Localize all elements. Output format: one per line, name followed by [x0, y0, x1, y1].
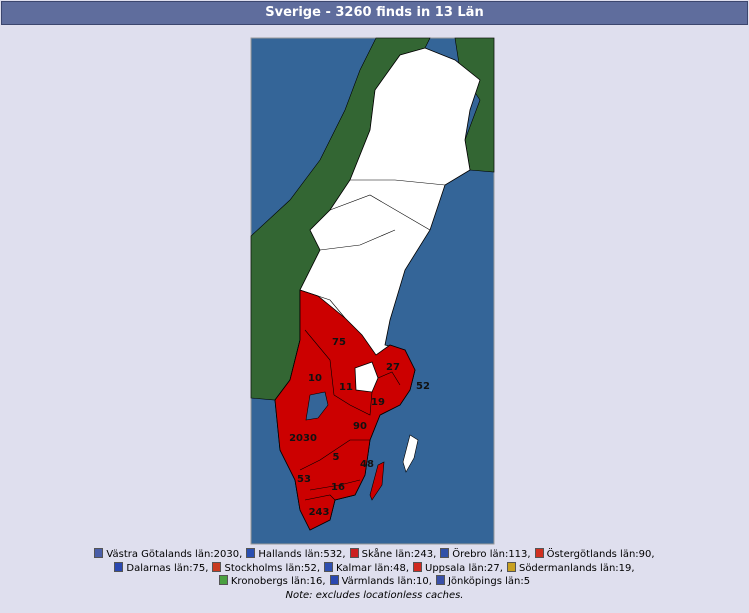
lake	[305, 391, 329, 421]
legend-text: Södermanlands län:19,	[518, 562, 635, 574]
legend-line: Västra Götalands län:2030, Hallands län:5…	[0, 548, 749, 562]
county-label: 19	[371, 397, 385, 408]
legend-text: Kronobergs län:16,	[230, 576, 326, 587]
coat-of-arms	[94, 548, 104, 558]
legend-entry: Östergötlands län:90,	[534, 548, 655, 560]
legend-text: Kalmar län:48,	[336, 562, 409, 574]
county-label: 11	[339, 382, 353, 393]
border	[329, 194, 431, 231]
legend-entry: Stockholms län:52,	[212, 561, 321, 574]
legend-entry: Örebro län:113,	[440, 548, 531, 560]
legend-entry: Värmlands län:10,	[329, 575, 432, 587]
legend-entry: Uppsala län:27,	[413, 561, 503, 574]
legend-text: Jönköpings län:5	[447, 576, 531, 587]
coat-of-arms	[212, 561, 222, 572]
legend-entry: Södermanlands län:19,	[506, 561, 635, 574]
legend-entry: Kronobergs län:16,	[218, 575, 326, 587]
legend-text: Örebro län:113,	[452, 549, 531, 560]
legend-text: Västra Götalands län:2030,	[106, 549, 243, 560]
coat-of-arms	[218, 575, 228, 585]
county-label: 27	[386, 362, 400, 373]
border	[299, 289, 346, 319]
coat-of-arms	[349, 548, 359, 558]
legend-text: Uppsala län:27,	[425, 562, 503, 574]
legend-text: Hallands län:532,	[258, 549, 346, 560]
border	[299, 439, 370, 471]
county-label: 2030	[289, 433, 317, 444]
title-bar: Sverige - 3260 finds in 13 Län	[1, 1, 748, 25]
legend-entry: Dalarnas län:75,	[114, 561, 209, 574]
county-label: 5	[333, 452, 340, 463]
legend-line: Dalarnas län:75, Stockholms län:52, Kalmar…	[0, 561, 749, 576]
county-borders	[299, 179, 446, 501]
legend-text: Skåne län:243,	[361, 549, 437, 560]
coat-of-arms	[329, 575, 339, 585]
legend-entry: Västra Götalands län:2030,	[94, 548, 243, 560]
legend: Västra Götalands län:2030, Hallands län:5…	[0, 548, 749, 602]
county-label: 16	[331, 482, 345, 493]
county-label: 243	[309, 507, 330, 518]
map-labels: 75 27 52 10 11 19 90 2030 5 48 53 16 243	[289, 337, 430, 518]
legend-text: Värmlands län:10,	[341, 576, 432, 587]
coat-of-arms	[506, 561, 516, 572]
coat-of-arms	[435, 575, 445, 585]
border	[350, 179, 446, 186]
coat-of-arms	[413, 561, 422, 572]
legend-entry: Skåne län:243,	[349, 548, 437, 560]
border	[377, 371, 401, 386]
county-white	[354, 361, 379, 393]
coat-of-arms	[114, 561, 124, 572]
border	[304, 494, 336, 501]
county-label: 48	[360, 459, 374, 470]
island	[369, 461, 385, 501]
county-label: 10	[308, 373, 322, 384]
border	[333, 391, 373, 416]
legend-line: Kronobergs län:16, Värmlands län:10, Jönkö…	[0, 575, 749, 589]
legend-entry: Kalmar län:48,	[324, 561, 409, 574]
border	[319, 229, 396, 251]
legend-lines: Västra Götalands län:2030, Hallands län:5…	[0, 548, 749, 589]
legend-text: Stockholms län:52,	[224, 562, 321, 574]
county-label: 52	[416, 381, 430, 392]
county-label: 53	[297, 474, 311, 485]
note: Note: excludes locationless caches.	[285, 589, 464, 601]
legend-text: Dalarnas län:75,	[126, 562, 209, 574]
map: 75 27 52 10 11 19 90 2030 5 48 53 16 243	[250, 37, 495, 545]
county-label: 90	[353, 421, 367, 432]
border	[309, 479, 361, 491]
county-region	[274, 289, 416, 531]
island	[402, 434, 419, 473]
county-label: 75	[332, 337, 346, 348]
legend-text: Östergötlands län:90,	[546, 549, 655, 560]
border	[304, 329, 335, 396]
legend-entry: Jönköpings län:5	[435, 575, 531, 587]
coat-of-arms	[246, 548, 256, 558]
coat-of-arms	[324, 561, 334, 572]
coat-of-arms	[534, 548, 544, 558]
legend-entry: Hallands län:532,	[246, 548, 346, 560]
coat-of-arms	[440, 548, 450, 558]
